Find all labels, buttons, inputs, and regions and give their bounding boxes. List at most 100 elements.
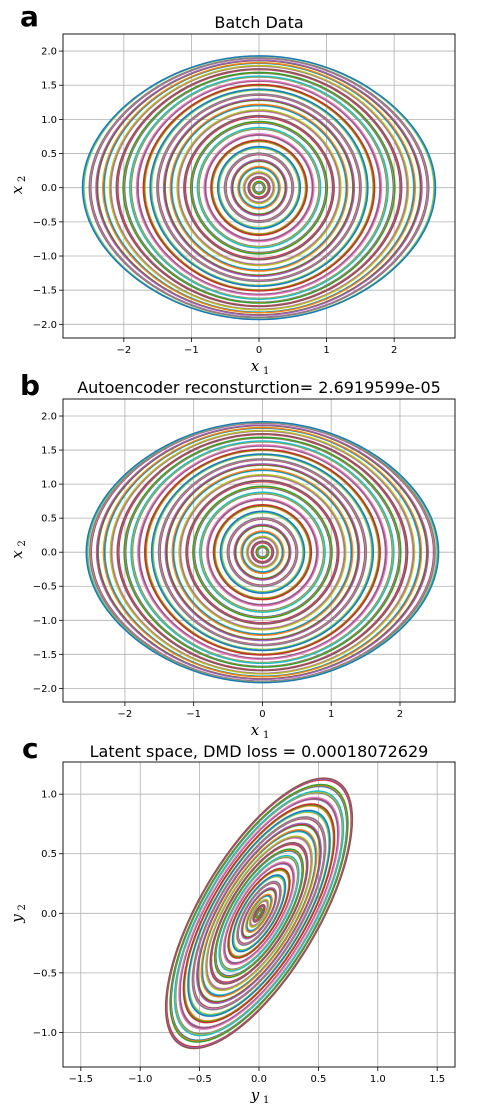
series-line [218, 854, 300, 972]
series-line [95, 424, 430, 681]
series-line [235, 525, 290, 580]
y-tick-label: 1.0 [41, 480, 57, 491]
x-tick-label: −1.5 [69, 1074, 93, 1085]
y-axis-label: y [8, 914, 26, 924]
x-tick-label: 2 [397, 709, 403, 720]
series-line [252, 180, 266, 195]
series-line [108, 64, 410, 311]
series-line [220, 511, 305, 594]
series-line [191, 816, 327, 1011]
series-line [255, 907, 263, 919]
series-line [176, 109, 342, 267]
series-line [251, 541, 274, 564]
x-tick-label: 1.0 [370, 1074, 386, 1085]
series-line [122, 71, 396, 304]
series-line [178, 796, 340, 1030]
series-line [162, 98, 356, 278]
series-line [230, 159, 288, 217]
series-group [164, 777, 354, 1050]
series-line [252, 903, 266, 923]
y-axis-label-group: y2 [8, 904, 28, 924]
series-line [257, 546, 268, 558]
series-line [173, 790, 345, 1037]
chart-panel-b: b Autoencoder reconsturction= 2.6919599e-… [8, 369, 456, 741]
series-line [225, 154, 293, 222]
chart-panel-a: a Batch Data−2 −1 0 1 2−2.0−1.5−1.0−0.50.00.5… [8, 0, 456, 377]
series-line [199, 492, 325, 613]
x-tick-label: 0 [259, 709, 265, 720]
y-tick-label: 2.0 [41, 412, 57, 423]
series-line [247, 537, 278, 567]
series-line [237, 165, 281, 210]
y-tick-label: −0.5 [33, 968, 57, 979]
panel-letter: a [20, 0, 39, 33]
series-line [249, 177, 269, 198]
series-line [192, 485, 333, 619]
series-line [197, 127, 321, 248]
y-tick-label: −1.5 [33, 650, 57, 661]
y-axis-label-subscript: 2 [17, 540, 28, 546]
series-line [169, 103, 349, 272]
series-line [246, 536, 279, 568]
series-line [209, 842, 309, 985]
series-line [196, 822, 322, 1004]
x-tick-label: 1 [328, 709, 334, 720]
series-line [219, 510, 306, 594]
x-tick-label: −1.0 [128, 1074, 152, 1085]
x-axis-label-subscript: 1 [263, 366, 269, 377]
series-line [252, 542, 273, 563]
x-axis-label: x [251, 357, 260, 375]
y-tick-label: −0.5 [33, 582, 57, 593]
series-line [183, 114, 335, 261]
series-line [226, 516, 299, 588]
series-group [85, 420, 440, 684]
y-tick-label: 1.0 [41, 115, 57, 126]
series-line [242, 171, 276, 205]
series-line [210, 139, 308, 236]
series-line [218, 147, 300, 228]
series-line [156, 93, 362, 283]
series-line [198, 491, 326, 613]
series-line [123, 436, 402, 668]
y-tick-label: 0.5 [41, 149, 57, 160]
series-group [81, 55, 437, 321]
series-line [203, 132, 315, 243]
series-line [234, 524, 291, 581]
series-line [204, 835, 314, 992]
series-line [115, 68, 403, 308]
series-line [250, 540, 275, 564]
series-line [245, 893, 273, 933]
series-line [241, 531, 284, 574]
series-line [238, 166, 280, 209]
series-line [211, 140, 307, 235]
y-tick-label: −2.0 [33, 320, 57, 331]
series-line [214, 505, 311, 599]
x-tick-label: −2 [116, 345, 131, 356]
y-tick-label: 1.5 [41, 446, 57, 457]
series-line [243, 172, 275, 204]
y-tick-label: −2.0 [33, 684, 57, 695]
x-axis-label: x [251, 721, 260, 739]
series-line [150, 453, 375, 652]
series-line [241, 532, 283, 573]
series-line [143, 448, 381, 656]
x-tick-label: −1 [184, 345, 199, 356]
x-tick-label: 0.5 [310, 1074, 326, 1085]
series-line [245, 535, 280, 569]
y-axis-label: x [8, 550, 26, 559]
y-tick-label: 0.5 [41, 514, 57, 525]
series-line [232, 160, 286, 215]
y-axis-label-group: x2 [8, 176, 28, 195]
series-line [240, 887, 278, 940]
series-line [236, 880, 282, 946]
series-line [129, 75, 389, 301]
y-axis-label-group: x2 [8, 540, 28, 559]
series-line [85, 420, 440, 684]
series-line [135, 79, 383, 296]
series-line [88, 57, 430, 319]
series-line [240, 530, 285, 575]
x-tick-label: 2 [391, 345, 397, 356]
series-line [95, 59, 423, 317]
y-tick-label: −1.5 [33, 286, 57, 297]
series-line [238, 167, 280, 208]
